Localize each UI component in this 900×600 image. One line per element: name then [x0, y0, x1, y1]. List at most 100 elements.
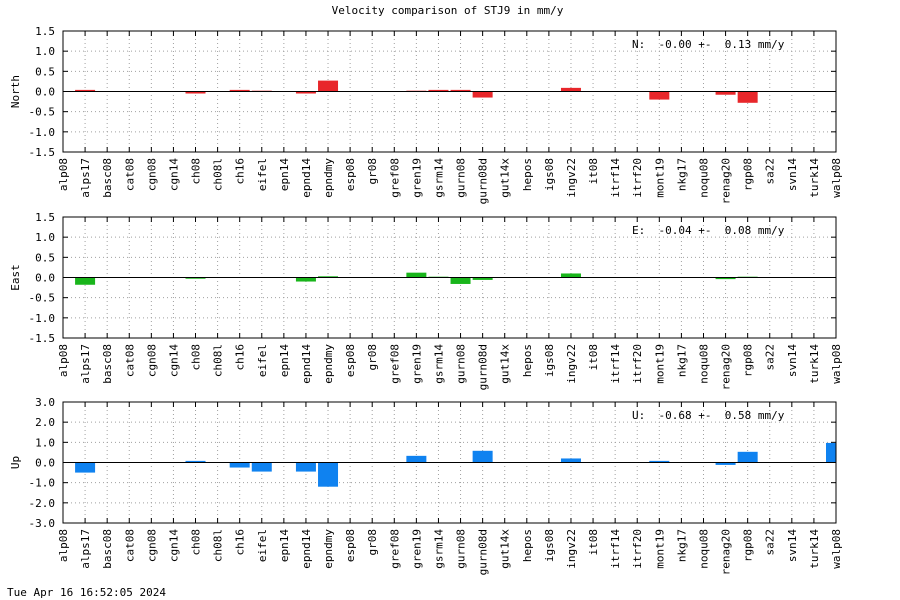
- x-tick-label: cgn14: [167, 529, 180, 562]
- x-tick-label: ch16: [234, 344, 247, 371]
- x-tick-label: mont19: [653, 158, 666, 198]
- bar-ingv22: [560, 273, 581, 278]
- x-tick-label: epnd14: [300, 529, 313, 569]
- y-tick-label: -1.5: [29, 332, 56, 345]
- bar-walp08: [826, 442, 836, 463]
- bar-mont19: [649, 91, 670, 100]
- plot-frame: [62, 216, 837, 339]
- x-tick-label: cat08: [123, 529, 136, 562]
- bar-epnd14: [295, 277, 316, 282]
- x-tick-label: walp08: [830, 529, 843, 569]
- x-tick-label: igs08: [543, 158, 556, 191]
- x-tick-label: ch08: [190, 529, 203, 556]
- x-tick-label: basc08: [101, 158, 114, 198]
- x-tick-label: alp08: [57, 529, 70, 562]
- x-tick-label: walp08: [830, 344, 843, 384]
- x-tick-label: gref08: [388, 158, 401, 198]
- y-tick-label: -1.0: [29, 312, 56, 325]
- bar-gren19: [406, 272, 427, 278]
- x-tick-label: ch16: [234, 529, 247, 556]
- x-tick-label: alps17: [79, 344, 92, 384]
- x-tick-label: itrf14: [609, 344, 622, 384]
- bar-ch16: [229, 89, 250, 92]
- bar-alps17: [75, 277, 96, 285]
- summary-label: U: -0.68 +- 0.58 mm/y: [632, 409, 785, 422]
- x-tick-label: sa22: [764, 158, 777, 185]
- x-tick-label: ingv22: [565, 344, 578, 384]
- x-tick-label: ingv22: [565, 158, 578, 198]
- x-tick-label: gren19: [410, 344, 423, 384]
- x-tick-label: gref08: [388, 344, 401, 384]
- bar-alps17: [75, 89, 96, 92]
- x-tick-label: epndmy: [322, 344, 335, 384]
- y-axis-label: North: [9, 75, 22, 108]
- y-tick-label: 1.0: [35, 45, 55, 58]
- x-tick-label: esp08: [344, 344, 357, 377]
- x-tick-label: epn14: [278, 344, 291, 377]
- x-tick-label: cgn14: [167, 344, 180, 377]
- x-tick-label: turk14: [808, 158, 821, 198]
- x-tick-label: gurn08d: [477, 344, 490, 390]
- y-tick-label: 1.0: [35, 436, 55, 449]
- x-tick-label: ch08: [190, 158, 203, 185]
- x-tick-label: nkg17: [675, 158, 688, 191]
- bar-rgp08: [737, 91, 758, 103]
- x-tick-label: alps17: [79, 529, 92, 569]
- x-tick-label: eifel: [256, 158, 269, 191]
- x-tick-label: gr08: [366, 529, 379, 556]
- bar-epnd14: [295, 462, 316, 472]
- x-tick-label: rgp08: [742, 158, 755, 191]
- x-tick-label: cat08: [123, 344, 136, 377]
- y-tick-label: 0.5: [35, 251, 55, 264]
- y-tick-label: 3.0: [35, 396, 55, 409]
- x-tick-label: sa22: [764, 529, 777, 556]
- x-tick-label: cgn08: [145, 344, 158, 377]
- x-tick-label: hepos: [521, 344, 534, 377]
- x-tick-label: gref08: [388, 529, 401, 569]
- y-axis-label: Up: [9, 456, 22, 469]
- bar-epndmy: [318, 276, 339, 278]
- x-tick-label: gren19: [410, 158, 423, 198]
- x-tick-label: gr08: [366, 158, 379, 185]
- x-tick-label: gurn08: [455, 529, 468, 569]
- x-tick-label: itrf14: [609, 158, 622, 198]
- x-tick-label: walp08: [830, 158, 843, 198]
- x-tick-label: ingv22: [565, 529, 578, 569]
- x-tick-label: cgn08: [145, 158, 158, 191]
- x-tick-label: igs08: [543, 344, 556, 377]
- x-tick-label: gut14x: [499, 344, 512, 384]
- x-tick-label: gut14x: [499, 529, 512, 569]
- y-tick-label: 2.0: [35, 416, 55, 429]
- x-tick-label: esp08: [344, 158, 357, 191]
- y-tick-label: 0.5: [35, 65, 55, 78]
- x-tick-label: gurn08: [455, 344, 468, 384]
- bar-ingv22: [560, 87, 581, 92]
- bar-alps17: [75, 462, 96, 473]
- x-tick-label: svn14: [786, 529, 799, 562]
- x-tick-label: epnd14: [300, 344, 313, 384]
- bar-gurn08d: [472, 91, 493, 98]
- summary-label: N: -0.00 +- 0.13 mm/y: [632, 38, 785, 51]
- x-tick-label: gsrm14: [432, 529, 445, 569]
- x-tick-label: ch16: [234, 158, 247, 185]
- y-tick-label: -2.0: [29, 497, 56, 510]
- bar-epndmy: [318, 462, 339, 487]
- y-tick-label: -1.0: [29, 477, 56, 490]
- x-tick-label: noqu08: [697, 344, 710, 384]
- chart-title: Velocity comparison of STJ9 in mm/y: [331, 4, 564, 17]
- bar-gurn08d: [472, 450, 493, 463]
- x-tick-label: noqu08: [697, 158, 710, 198]
- x-tick-label: renag20: [720, 344, 733, 390]
- y-tick-label: 1.5: [35, 25, 55, 38]
- y-tick-label: -1.0: [29, 126, 56, 139]
- x-tick-label: epn14: [278, 158, 291, 191]
- bar-gurn08: [450, 89, 471, 92]
- summary-label: E: -0.04 +- 0.08 mm/y: [632, 224, 785, 237]
- x-tick-label: hepos: [521, 529, 534, 562]
- y-axis-label: East: [9, 264, 22, 291]
- bar-ch08: [185, 91, 206, 94]
- x-tick-label: renag20: [720, 158, 733, 204]
- x-tick-label: itrf20: [631, 344, 644, 384]
- x-tick-label: cgn14: [167, 158, 180, 191]
- x-tick-label: eifel: [256, 344, 269, 377]
